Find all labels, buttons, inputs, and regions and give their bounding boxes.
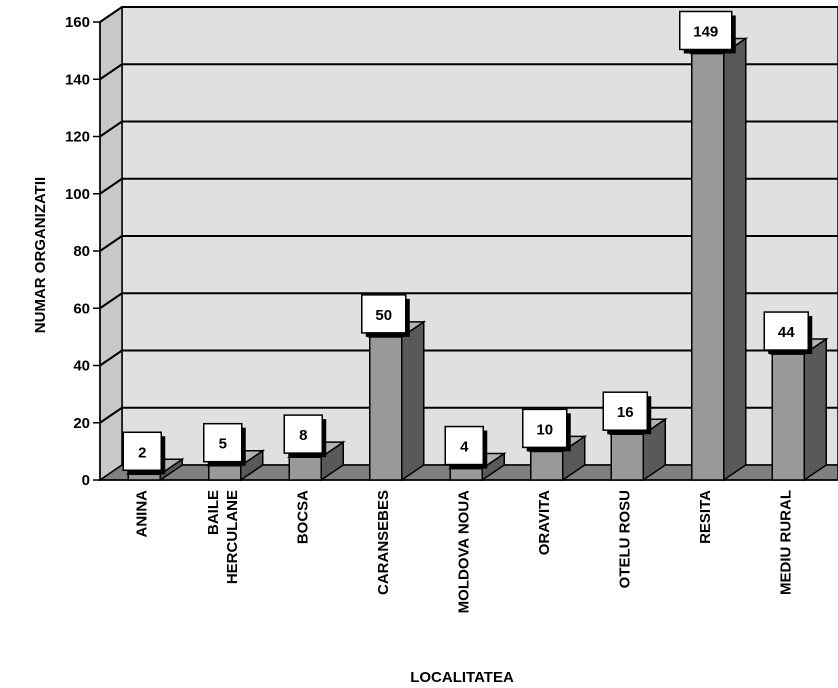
data-label-text: 5 — [219, 436, 227, 453]
data-label-text: 44 — [778, 324, 795, 341]
y-tick-label: 20 — [73, 415, 90, 432]
gridline-side — [99, 6, 123, 23]
data-label-text: 4 — [460, 439, 469, 456]
bar-front — [691, 52, 725, 481]
bar — [769, 337, 829, 482]
data-label-box — [122, 431, 162, 472]
category-label-line: RESITA — [697, 490, 714, 544]
y-tick-label: 80 — [73, 243, 90, 260]
category-label: BOCSA — [294, 490, 311, 544]
bar-front — [127, 473, 161, 481]
category-label: BAILE HERCULANE — [205, 490, 241, 584]
data-label-box — [283, 414, 323, 454]
data-label-box — [763, 311, 809, 351]
data-label-box — [602, 391, 648, 431]
bar-side — [803, 337, 827, 482]
category-label: RESITA — [697, 490, 714, 544]
data-label-text: 10 — [536, 421, 553, 438]
data-label: 10 — [522, 408, 571, 452]
bar-front — [208, 464, 242, 481]
category-label: ORAVITA — [536, 490, 553, 555]
bar-front — [449, 467, 483, 481]
data-label-box — [444, 425, 484, 466]
bar-front — [610, 433, 644, 481]
gridline-side — [99, 120, 123, 138]
category-label: OTELU ROSU — [616, 490, 633, 588]
bar — [367, 320, 427, 482]
gridline-side — [99, 406, 123, 424]
y-tick-label: 0 — [82, 472, 90, 489]
data-labels: 2 5 8 50 4 10 16 149 44 — [122, 10, 813, 475]
gridline-side — [99, 292, 123, 310]
y-tick-label: 140 — [65, 71, 90, 88]
data-label: 8 — [283, 414, 327, 458]
data-label: 149 — [679, 10, 736, 54]
category-label: MEDIU RURAL — [777, 490, 794, 595]
y-tick-label: 120 — [65, 129, 90, 146]
y-axis-title: NUMAR ORGANIZATII — [32, 177, 49, 333]
bar-front — [530, 450, 564, 481]
data-label-text: 50 — [375, 307, 392, 324]
gridline-side — [99, 235, 123, 252]
data-label: 2 — [122, 431, 166, 475]
data-label: 5 — [203, 422, 246, 466]
data-label: 44 — [763, 311, 813, 355]
data-label-box — [522, 408, 568, 449]
category-label: CARANSEBES — [375, 490, 392, 595]
data-label-text: 16 — [617, 404, 634, 421]
y-tick-label: 100 — [65, 186, 90, 203]
category-label-line: HERCULANE — [224, 490, 241, 584]
bar-side — [401, 320, 425, 482]
bar — [689, 37, 749, 482]
category-labels: ANINA BAILE HERCULANE BOCSA CARANSEBES MOLDOV… — [133, 490, 794, 613]
bar-side — [723, 37, 747, 482]
category-label-line: ANINA — [133, 490, 150, 538]
data-label-box — [679, 10, 733, 51]
category-label-line: OTELU ROSU — [616, 490, 633, 588]
data-label: 4 — [444, 425, 488, 469]
x-axis-title: LOCALITATEA — [410, 669, 514, 686]
bar-front — [288, 456, 322, 481]
category-label-line: BAILE — [205, 490, 222, 535]
y-tick-label: 40 — [73, 358, 90, 375]
data-label: 50 — [361, 294, 410, 337]
data-label-box — [361, 294, 407, 334]
data-label-box — [203, 422, 243, 463]
category-label: ANINA — [133, 490, 150, 538]
data-label-text: 149 — [693, 23, 718, 40]
category-label-line: BOCSA — [294, 490, 311, 544]
bar-front — [369, 336, 403, 481]
bar-front — [771, 353, 805, 481]
data-label-text: 8 — [299, 427, 307, 444]
data-label: 16 — [602, 391, 652, 435]
category-label-line: ORAVITA — [536, 490, 553, 555]
y-tick-label: 160 — [65, 14, 90, 31]
category-label-line: CARANSEBES — [375, 490, 392, 595]
gridline-side — [99, 63, 123, 81]
gridline-side — [99, 349, 123, 367]
category-label: MOLDOVA NOUA — [455, 490, 472, 613]
category-label-line: MOLDOVA NOUA — [455, 490, 472, 613]
gridline-side — [99, 177, 123, 195]
data-label-text: 2 — [138, 444, 146, 461]
category-label-line: MEDIU RURAL — [777, 490, 794, 595]
y-tick-label: 60 — [73, 300, 90, 317]
